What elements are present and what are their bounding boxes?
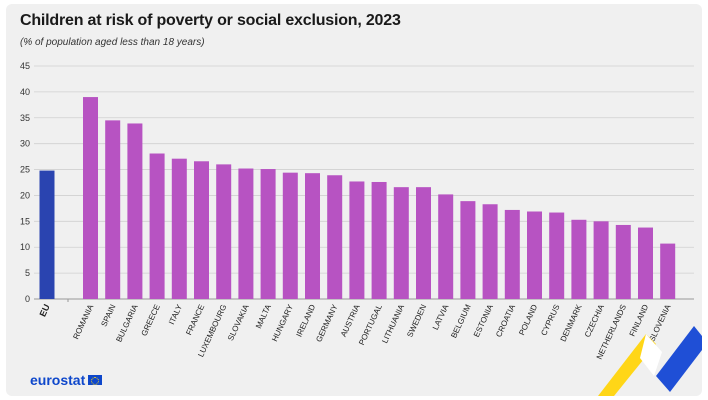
bar-estonia <box>482 204 498 299</box>
bar-hungary <box>282 172 298 299</box>
chart-card: Children at risk of poverty or social ex… <box>6 4 702 396</box>
bar-malta <box>260 169 276 299</box>
bar-lithuania <box>393 187 409 299</box>
eurostat-ribbon-graphic <box>598 326 702 396</box>
eurostat-logo: eurostat <box>30 372 103 388</box>
x-tick-label: AUSTRIA <box>339 302 362 338</box>
bar-germany <box>327 175 343 299</box>
bar-luxembourg <box>216 164 232 299</box>
y-tick-label: 10 <box>20 242 30 252</box>
bar-chart: 0 5 10 15 20 25 30 35 40 45 EU ROMANIA SPAINBULGARI… <box>20 61 702 396</box>
chart-title: Children at risk of poverty or social ex… <box>20 12 401 29</box>
x-tick-label: GREECE <box>139 303 161 337</box>
bar-croatia <box>504 209 520 299</box>
y-tick-label: 5 <box>25 268 30 278</box>
bar-france <box>194 161 209 299</box>
x-tick-label: CROATIA <box>494 302 517 338</box>
x-tick-label: LATVIA <box>431 302 451 331</box>
y-tick-label: 15 <box>20 216 30 226</box>
x-tick-label: FINLAND <box>628 303 651 338</box>
y-axis-ticks: 0 5 10 15 20 25 30 35 40 45 <box>20 61 30 304</box>
x-tick-label: IRELAND <box>294 303 317 338</box>
ribbon-yellow <box>598 334 656 396</box>
bar-czechia <box>593 221 609 299</box>
x-tick-label: ITALY <box>167 302 184 325</box>
bar-latvia <box>438 194 454 299</box>
eu-flag-icon <box>88 375 103 385</box>
bar-poland <box>527 211 542 299</box>
bar-slovenia <box>660 243 676 299</box>
bar-slovakia <box>238 168 254 299</box>
chart-subtitle: (% of population aged less than 18 years… <box>20 37 205 48</box>
bar-portugal <box>371 181 387 299</box>
x-tick-label: LITHUANIA <box>380 302 406 344</box>
bars <box>39 97 676 300</box>
y-tick-label: 20 <box>20 190 30 200</box>
ribbon-white <box>640 334 662 376</box>
y-tick-label: 30 <box>20 139 30 149</box>
x-tick-label: SLOVENIA <box>647 302 672 343</box>
y-tick-label: 0 <box>25 294 30 304</box>
x-tick-label: SLOVAKIA <box>226 302 251 342</box>
x-tick-label: ROMANIA <box>71 302 95 340</box>
y-tick-label: 25 <box>20 165 30 175</box>
bar-belgium <box>460 201 476 299</box>
x-tick-label: GERMANY <box>314 302 340 343</box>
x-tick-label: BULGARIA <box>114 302 140 343</box>
bar-netherlands <box>615 224 631 299</box>
bar-ireland <box>305 173 320 299</box>
x-tick-label: BELGIUM <box>449 303 473 340</box>
bar-denmark <box>571 219 587 299</box>
x-tick-label: HUNGARY <box>270 302 295 343</box>
bar-sweden <box>416 187 431 299</box>
x-tick-label: MALTA <box>254 302 273 330</box>
y-tick-label: 40 <box>20 87 30 97</box>
bar-cyprus <box>549 212 565 299</box>
bar-finland <box>638 227 653 299</box>
x-tick-label: CZECHIA <box>583 302 606 338</box>
bar-eu <box>39 170 55 299</box>
x-tick-label: SPAIN <box>99 303 117 328</box>
x-tick-label: CYPRUS <box>539 303 561 337</box>
x-tick-label: ESTONIA <box>472 302 495 338</box>
eurostat-logo-text: eurostat <box>30 372 86 388</box>
bar-italy <box>171 158 187 299</box>
bar-greece <box>149 153 165 299</box>
x-tick-label: DENMARK <box>559 302 584 343</box>
bar-spain <box>105 120 121 299</box>
x-tick-label: FRANCE <box>184 303 206 337</box>
x-tick-label: SWEDEN <box>405 303 428 339</box>
x-tick-label: POLAND <box>517 303 539 337</box>
y-tick-label: 35 <box>20 113 30 123</box>
x-tick-label: EU <box>37 303 51 319</box>
ribbon-blue <box>656 326 702 392</box>
y-tick-label: 45 <box>20 61 30 71</box>
bar-austria <box>349 181 365 299</box>
bar-romania <box>83 97 98 299</box>
bar-bulgaria <box>127 123 143 300</box>
